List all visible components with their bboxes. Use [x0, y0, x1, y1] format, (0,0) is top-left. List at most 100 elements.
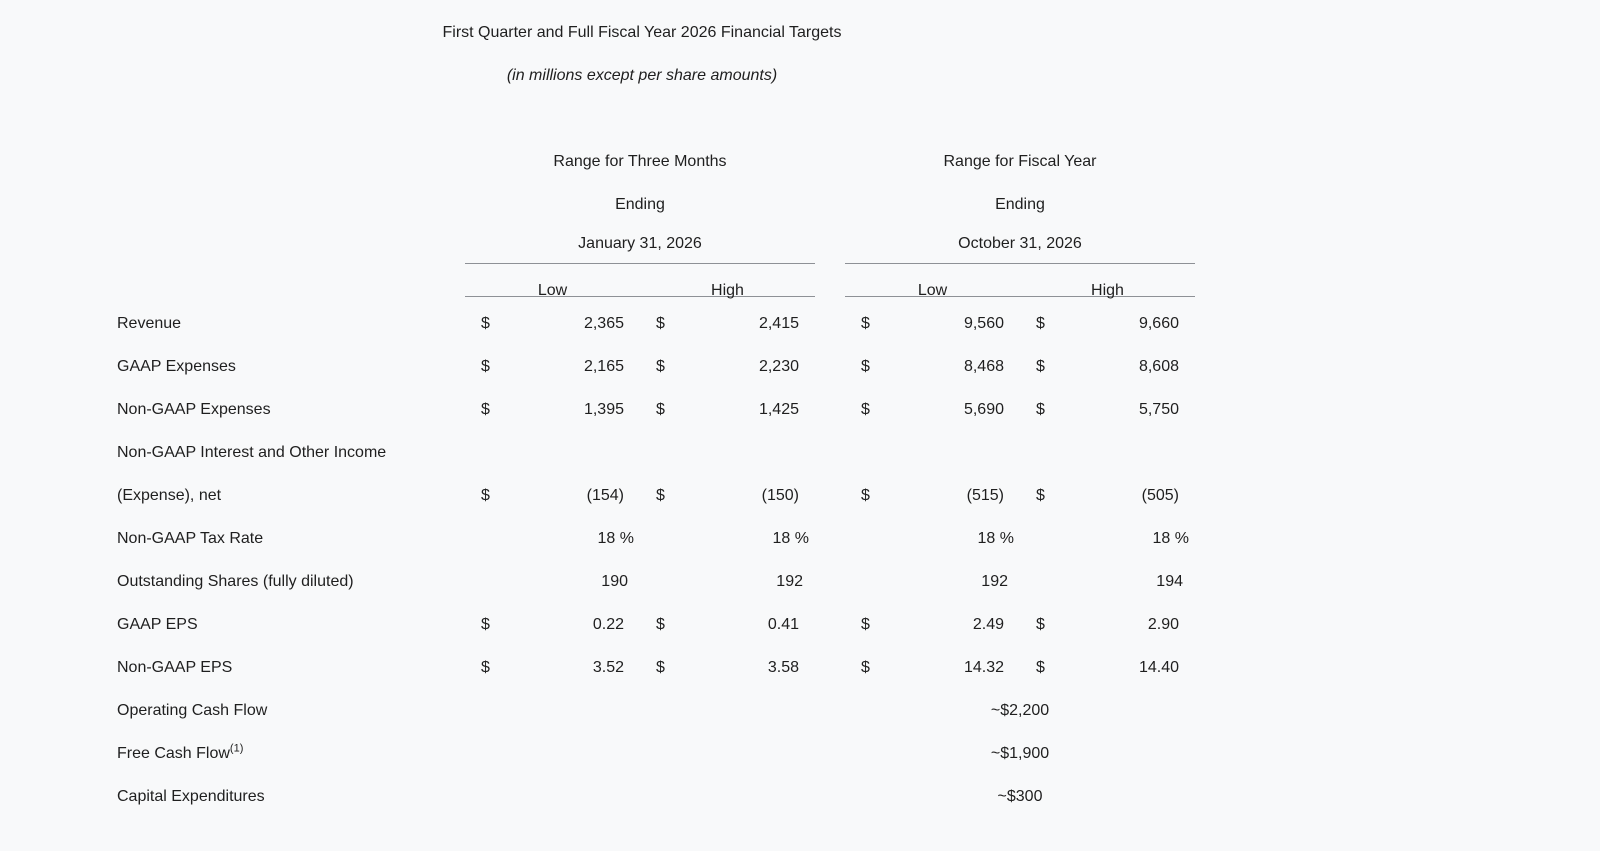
cell-value: 190	[601, 572, 628, 590]
currency-symbol: $	[656, 400, 665, 418]
q1-high-cell: $3.58	[640, 659, 815, 677]
cell-value: 2,415	[758, 314, 799, 332]
low-high-header-row: Low High Low High	[117, 264, 1195, 299]
fy-low-cell: $2.49	[845, 616, 1020, 634]
cell-value: 1,425	[758, 400, 799, 418]
cell-value: 9,560	[963, 314, 1004, 332]
fy-period-date: October 31, 2026	[845, 226, 1195, 264]
cell-value: 9,660	[1138, 314, 1179, 332]
cell-value: 2,365	[583, 314, 624, 332]
cell-value: 14.32	[963, 658, 1004, 676]
cell-value: (150)	[761, 486, 799, 504]
period-header-row-2: Ending Ending	[117, 183, 1195, 226]
currency-symbol: $	[481, 486, 490, 504]
q1-high-cell: $2,415	[640, 315, 815, 333]
q1-period-date: January 31, 2026	[465, 226, 815, 264]
currency-symbol: $	[861, 314, 870, 332]
table-row-tax-rate: Non-GAAP Tax Rate 18 % 18 % 18 % 18 %	[117, 517, 1195, 560]
fy-low-cell: $8,468	[845, 358, 1020, 376]
q1-low-cell: $3.52	[465, 659, 640, 677]
q1-low-cell: $2,165	[465, 358, 640, 376]
cell-value: 5,690	[963, 400, 1004, 418]
table-row-capital-expenditures: Capital Expenditures ~$300	[117, 775, 1195, 818]
q1-low-cell: $ (154)	[465, 487, 640, 505]
q1-high-cell: $1,425	[640, 401, 815, 419]
row-label: Operating Cash Flow	[117, 701, 268, 719]
row-label: GAAP EPS	[117, 615, 198, 633]
q1-low-cell: $2,365	[465, 315, 640, 333]
table-row-outstanding-shares: Outstanding Shares (fully diluted) 190 1…	[117, 560, 1195, 603]
cell-value: 18 %	[977, 529, 1014, 547]
currency-symbol: $	[861, 615, 870, 633]
fy-high-cell: 18 %	[1020, 530, 1195, 548]
row-label: Non-GAAP Tax Rate	[117, 529, 264, 547]
cell-value: 3.58	[767, 658, 799, 676]
cell-value: 192	[981, 572, 1008, 590]
fy-high-cell: $5,750	[1020, 401, 1195, 419]
cell-value: 5,750	[1138, 400, 1179, 418]
fy-period-line2: Ending	[995, 196, 1045, 213]
cell-value: 18 %	[1152, 529, 1189, 547]
table-row-non-gaap-interest-line1: Non-GAAP Interest and Other Income	[117, 431, 1195, 474]
fy-high-cell: $9,660	[1020, 315, 1195, 333]
currency-symbol: $	[481, 400, 490, 418]
row-label: Free Cash Flow(1)	[117, 742, 244, 762]
q1-low-cell: $0.22	[465, 616, 640, 634]
page-subtitle: (in millions except per share amounts)	[506, 67, 778, 84]
fy-approx-value: ~$1,900	[990, 744, 1050, 762]
q1-low-cell: 190	[465, 573, 640, 591]
currency-symbol: $	[656, 615, 665, 633]
currency-symbol: $	[1036, 658, 1045, 676]
table-row-gaap-eps: GAAP EPS $0.22 $0.41 $2.49 $2.90	[117, 603, 1195, 646]
fy-approx-value: ~$300	[997, 787, 1043, 805]
table-row-operating-cash-flow: Operating Cash Flow ~$2,200	[117, 689, 1195, 732]
period-header-row-3: January 31, 2026 October 31, 2026	[117, 226, 1195, 264]
fy-high-cell: $8,608	[1020, 358, 1195, 376]
page-title: First Quarter and Full Fiscal Year 2026 …	[442, 24, 842, 41]
fy-high-cell: $ (505)	[1020, 487, 1195, 505]
fy-low-header: Low	[917, 282, 948, 299]
cell-value: 18 %	[597, 529, 634, 547]
row-label: GAAP Expenses	[117, 357, 236, 375]
row-label: Outstanding Shares (fully diluted)	[117, 572, 354, 590]
currency-symbol: $	[861, 400, 870, 418]
q1-period-line2: Ending	[615, 196, 665, 213]
cell-value: 2,230	[758, 357, 799, 375]
q1-low-cell: $1,395	[465, 401, 640, 419]
row-label: Revenue	[117, 314, 182, 332]
q1-period-line1: Range for Three Months	[553, 153, 727, 170]
fy-high-cell: $14.40	[1020, 659, 1195, 677]
q1-high-cell: 192	[640, 573, 815, 591]
table-row-revenue: Revenue $2,365 $2,415 $9,560 $9,660	[117, 302, 1195, 345]
currency-symbol: $	[481, 314, 490, 332]
cell-value: 0.41	[767, 615, 799, 633]
currency-symbol: $	[656, 314, 665, 332]
cell-value: (505)	[1141, 486, 1179, 504]
table-row-expense-net: (Expense), net $ (154) $ (150) $ (515) $ (50…	[117, 474, 1195, 517]
table-row-free-cash-flow: Free Cash Flow(1) ~$1,900	[117, 732, 1195, 775]
row-label: Capital Expenditures	[117, 787, 265, 805]
table-row-non-gaap-eps: Non-GAAP EPS $3.52 $3.58 $14.32 $14.40	[117, 646, 1195, 689]
cell-value: 2.90	[1147, 615, 1179, 633]
table-row-non-gaap-expenses: Non-GAAP Expenses $1,395 $1,425 $5,690 $…	[117, 388, 1195, 431]
currency-symbol: $	[1036, 615, 1045, 633]
cell-value: 0.22	[592, 615, 624, 633]
cell-value: 1,395	[583, 400, 624, 418]
cell-value: (154)	[586, 486, 624, 504]
spacer	[117, 97, 1195, 140]
fy-low-cell: 192	[845, 573, 1020, 591]
q1-high-cell: 18 %	[640, 530, 815, 548]
cell-value: 14.40	[1138, 658, 1179, 676]
fy-low-cell: $14.32	[845, 659, 1020, 677]
row-label: (Expense), net	[117, 486, 222, 504]
currency-symbol: $	[1036, 400, 1045, 418]
table-body: Revenue $2,365 $2,415 $9,560 $9,660 GAAP…	[117, 302, 1195, 818]
currency-symbol: $	[656, 486, 665, 504]
financial-targets-document: First Quarter and Full Fiscal Year 2026 …	[117, 0, 1195, 818]
q1-high-cell: $ (150)	[640, 487, 815, 505]
cell-value: 2.49	[972, 615, 1004, 633]
cell-value: 3.52	[592, 658, 624, 676]
currency-symbol: $	[481, 615, 490, 633]
cell-value: 8,468	[963, 357, 1004, 375]
q1-high-header: High	[711, 282, 744, 299]
